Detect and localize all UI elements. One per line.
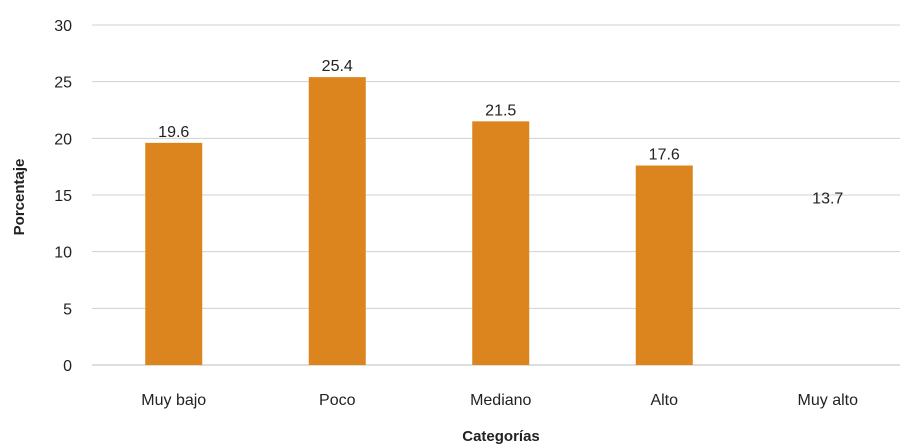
data-label: 17.6 [649,147,680,164]
x-tick-label: Alto [650,392,678,409]
bar-mediano [472,121,530,365]
x-tick-label: Muy alto [798,392,859,409]
bars [145,77,693,365]
bar-poco [308,77,366,365]
x-tick-label: Muy bajo [141,392,206,409]
x-axis-title: Categorías [462,428,540,445]
x-tick-label: Poco [319,392,356,409]
data-label: 21.5 [485,102,516,119]
data-label: 13.7 [812,191,843,208]
y-tick-label: 20 [54,131,72,148]
y-tick-label: 5 [63,301,72,318]
y-tick-label: 10 [54,245,72,262]
bar-alto [635,165,693,365]
x-tick-label: Mediano [470,392,531,409]
y-tick-label: 30 [54,18,72,35]
data-label: 19.6 [158,124,189,141]
y-tick-label: 15 [54,188,72,205]
bar-muy-bajo [145,142,203,365]
y-axis-ticks: 0 5 10 15 20 25 30 [54,18,72,375]
data-labels: 19.6 25.4 21.5 17.6 13.7 [158,58,843,208]
y-tick-label: 0 [63,358,72,375]
y-tick-label: 25 [54,75,72,92]
x-axis-ticks: Muy bajo Poco Mediano Alto Muy alto [141,392,858,409]
data-label: 25.4 [322,58,353,75]
y-axis-title: Porcentaje [11,159,28,236]
